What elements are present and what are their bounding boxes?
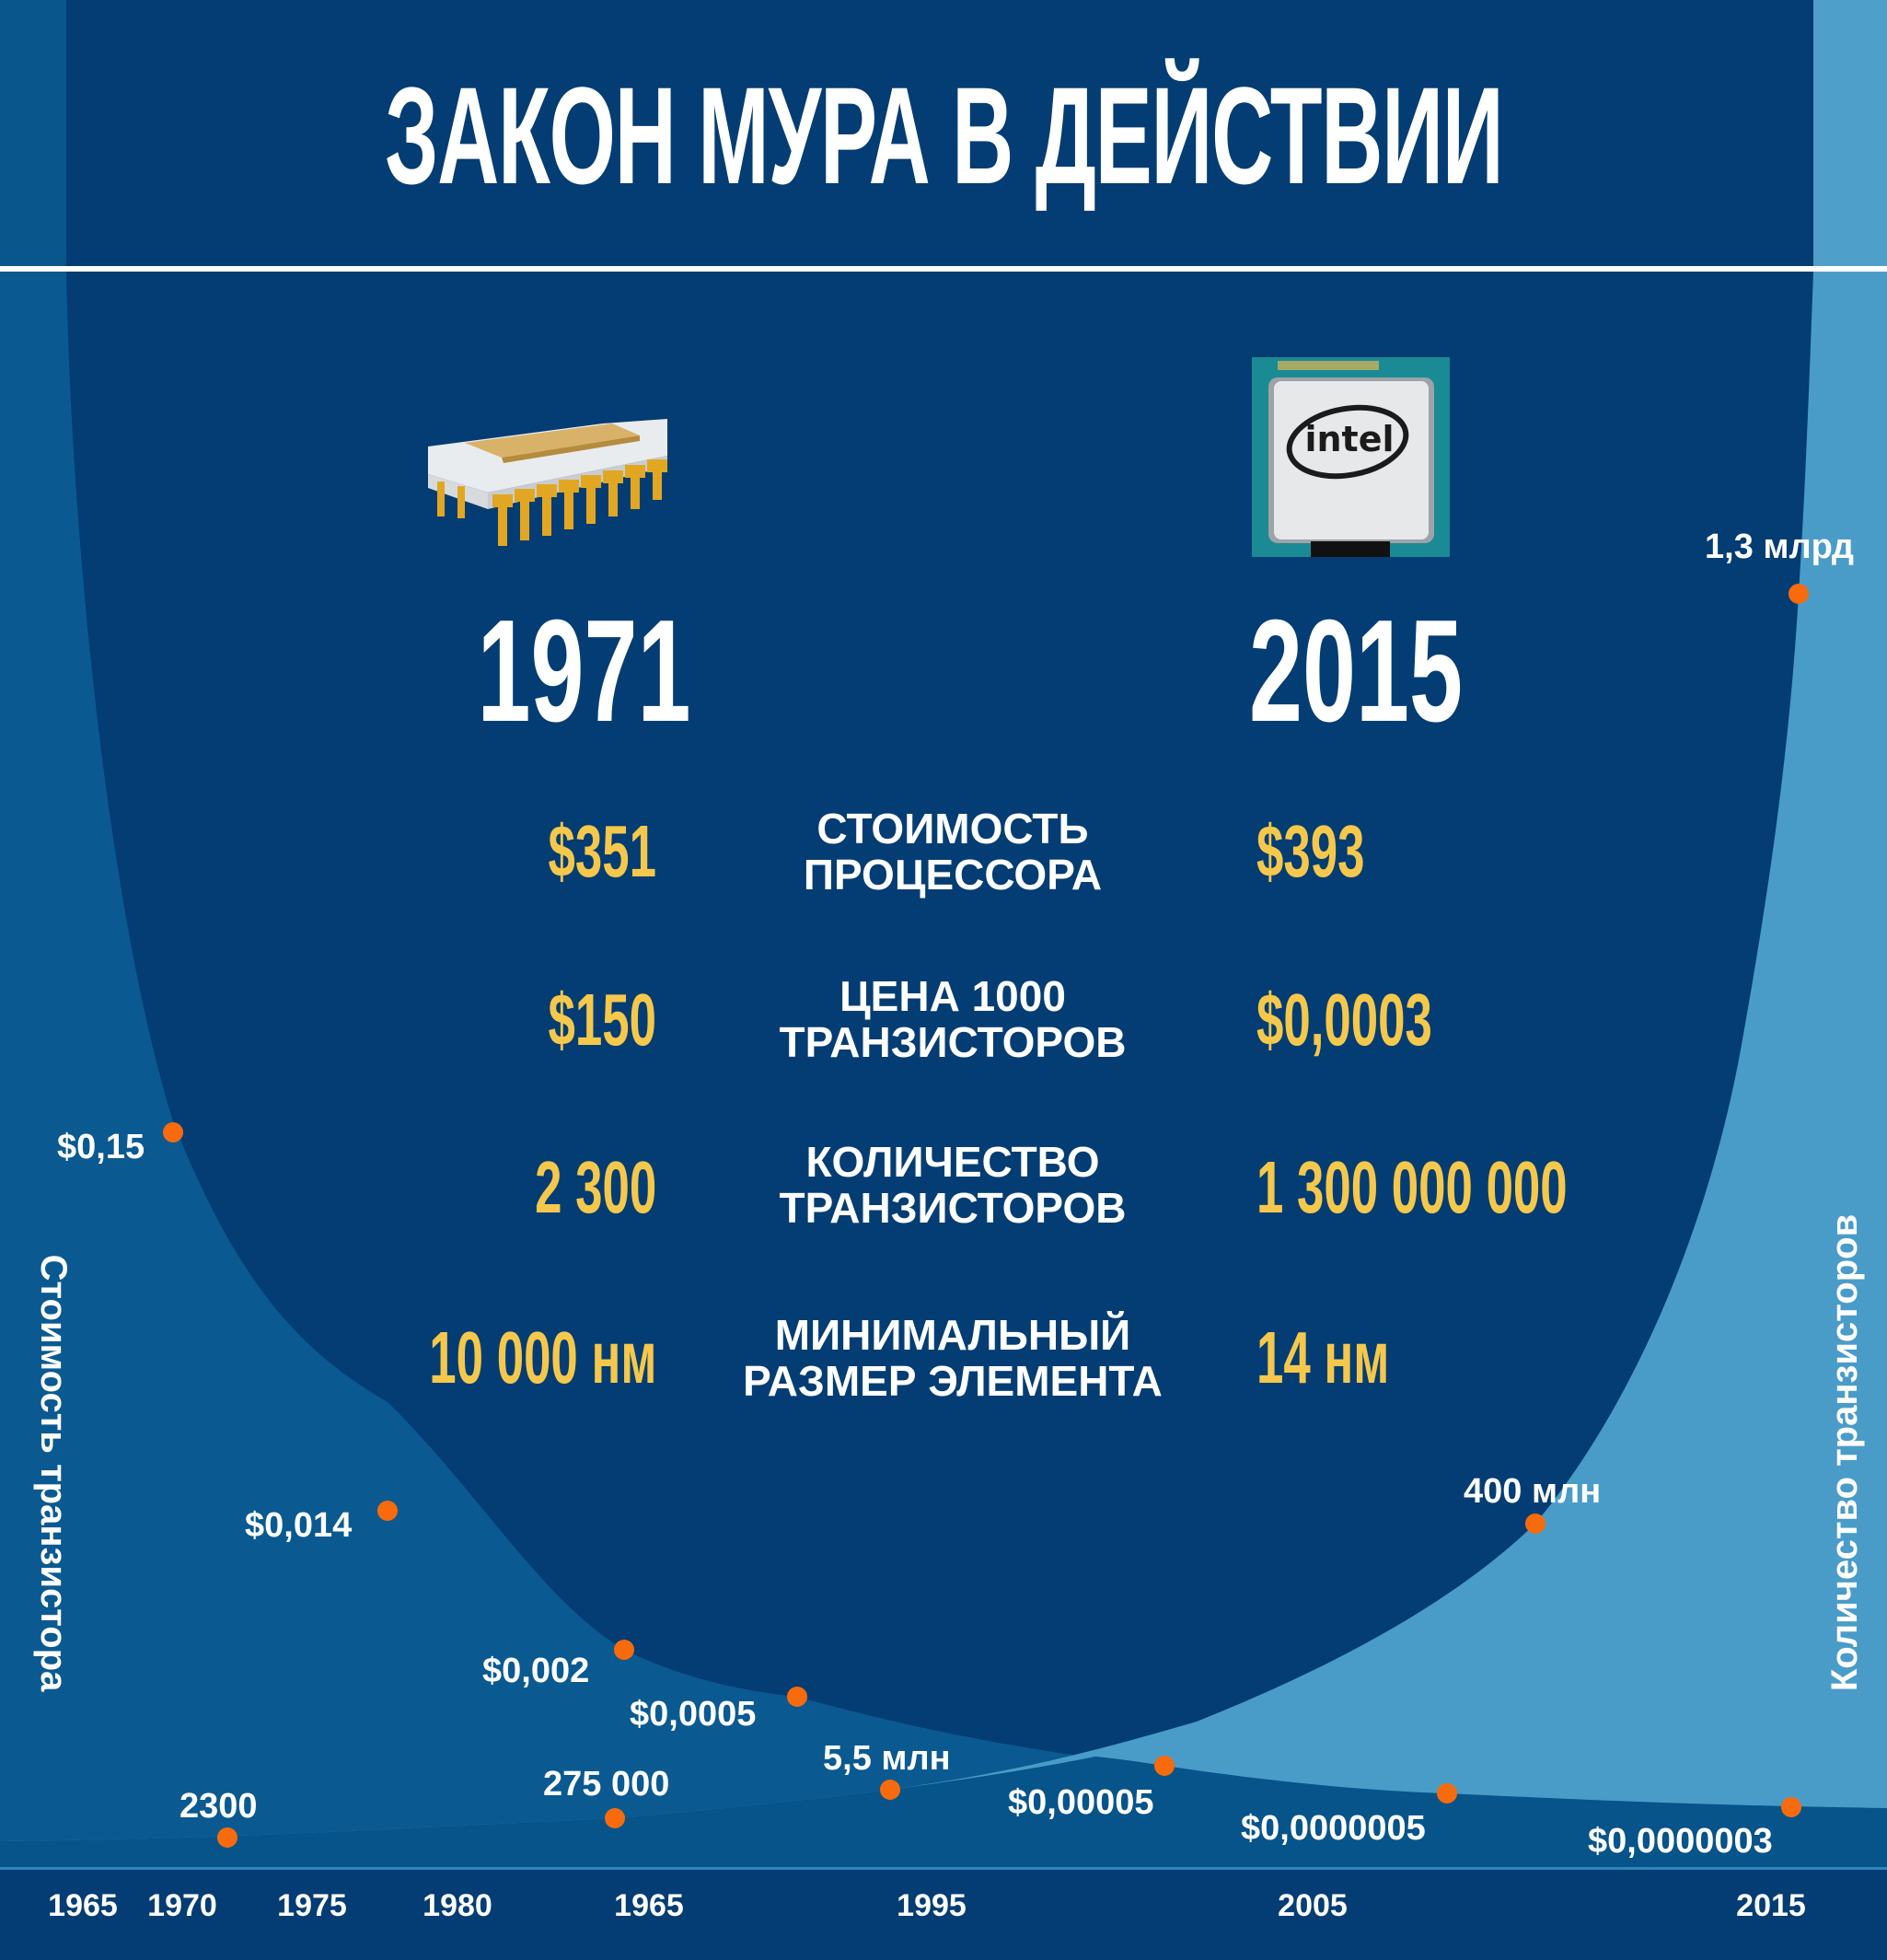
cost-curve-area	[0, 273, 1887, 1869]
count-point-1-label: 2300	[179, 1787, 258, 1826]
x-tick-4: 1980	[423, 1888, 492, 1923]
cost-point-4	[787, 1687, 807, 1707]
cost-point-6	[1437, 1783, 1457, 1803]
x-axis	[0, 1867, 1887, 1960]
count-point-4-label: 400 млн	[1464, 1472, 1602, 1511]
cost-point-1	[163, 1122, 183, 1142]
page-title-text: ЗАКОН МУРА В ДЕЙСТВИИ	[384, 58, 1504, 213]
row-1000-transistors-price-left: $150	[548, 979, 656, 1061]
row-processor-cost-label: СТОИМОСТЬ ПРОЦЕССОРА	[803, 805, 1103, 899]
x-tick-3: 1975	[277, 1888, 347, 1923]
count-point-3	[880, 1780, 900, 1800]
count-point-1	[217, 1827, 237, 1848]
cost-point-4-label: $0,0005	[630, 1695, 757, 1734]
cost-point-6-label: $0,0000005	[1241, 1809, 1426, 1848]
cost-point-3	[614, 1640, 634, 1660]
right-axis-label: Количество транзисторов	[1824, 1213, 1865, 1692]
cost-point-2	[377, 1501, 398, 1521]
x-tick-5: 1965	[614, 1888, 684, 1923]
cost-point-2-label: $0,014	[245, 1506, 353, 1545]
row-transistor-count-label: КОЛИЧЕСТВО ТРАНЗИСТОРОВ	[779, 1138, 1127, 1232]
year-left: 1971	[477, 590, 690, 752]
count-point-4	[1525, 1513, 1545, 1534]
row-transistor-count-left: 2 300	[534, 1146, 656, 1228]
page-title: ЗАКОН МУРА В ДЕЙСТВИИ	[0, 66, 1887, 204]
year-right: 2015	[1249, 590, 1463, 752]
left-axis-label: Стоимость транзистора	[33, 1254, 74, 1692]
row-feature-size-left: 10 000 нм	[428, 1316, 656, 1398]
intel-logo-text: intel	[1304, 419, 1394, 459]
intel-core-processor-image: intel	[1252, 357, 1450, 557]
count-point-2-label: 275 000	[543, 1765, 670, 1803]
x-tick-8: 2015	[1736, 1888, 1806, 1923]
row-processor-cost-left: $351	[548, 810, 656, 892]
cost-point-5	[1154, 1756, 1175, 1776]
cost-point-7	[1781, 1797, 1801, 1817]
cost-point-7-label: $0,0000003	[1588, 1822, 1773, 1861]
row-1000-transistors-price-label: ЦЕНА 1000 ТРАНЗИСТОРОВ	[779, 972, 1127, 1066]
count-point-5	[1789, 584, 1809, 604]
row-processor-cost-right: $393	[1256, 810, 1365, 892]
count-point-5-label: 1,3 млрд	[1705, 528, 1855, 566]
overlap-area	[0, 1757, 1887, 1869]
count-point-3-label: 5,5 млн	[823, 1739, 951, 1778]
row-1000-transistors-price-right: $0,0003	[1256, 979, 1432, 1061]
row-transistor-count-right: 1 300 000 000	[1256, 1146, 1568, 1228]
x-tick-6: 1995	[897, 1888, 967, 1923]
cost-point-3-label: $0,002	[482, 1652, 590, 1690]
title-divider	[0, 266, 1887, 272]
transistor-curve-area	[0, 273, 1887, 1869]
cost-point-5-label: $0,00005	[1008, 1783, 1154, 1822]
x-tick-2: 1970	[147, 1888, 217, 1923]
row-feature-size-label: МИНИМАЛЬНЫЙ РАЗМЕР ЭЛЕМЕНТА	[743, 1311, 1163, 1405]
cost-point-1-label: $0,15	[57, 1128, 145, 1166]
count-point-2	[605, 1808, 625, 1828]
x-tick-1: 1965	[48, 1888, 118, 1923]
intel-4004-chip-image	[428, 419, 667, 546]
row-feature-size-right: 14 нм	[1256, 1316, 1390, 1398]
x-tick-7: 2005	[1278, 1888, 1348, 1923]
